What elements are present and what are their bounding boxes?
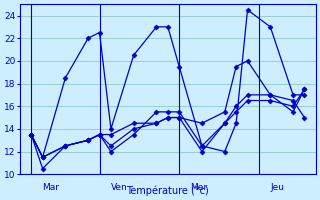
Text: Mar: Mar (43, 183, 60, 192)
Text: Ven: Ven (111, 183, 128, 192)
X-axis label: Température (°c): Température (°c) (126, 185, 209, 196)
Text: Jeu: Jeu (270, 183, 284, 192)
Text: Mer: Mer (191, 183, 208, 192)
